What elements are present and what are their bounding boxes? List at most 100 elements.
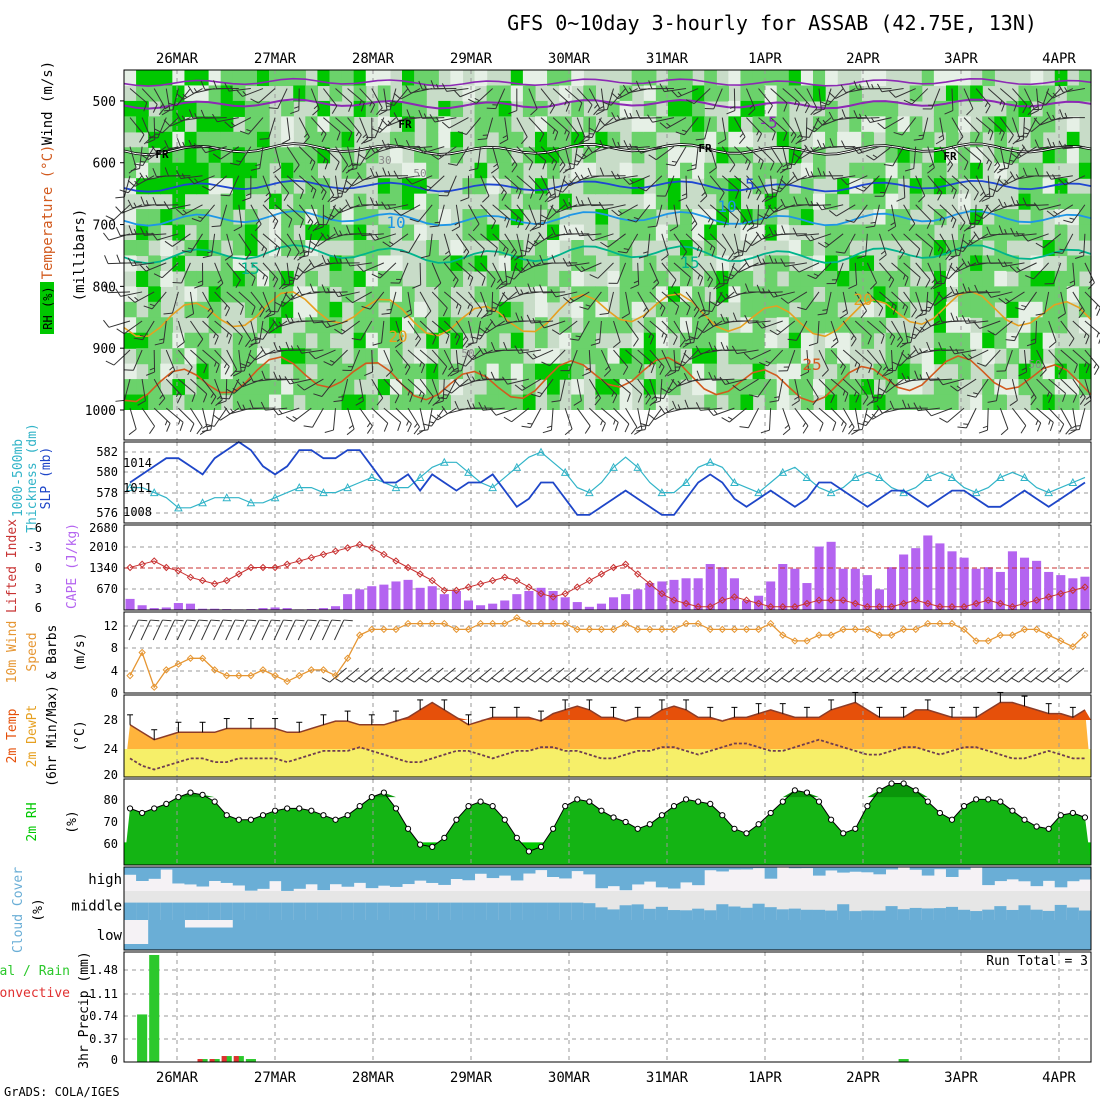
barb-flag	[575, 677, 584, 683]
barb-flag	[454, 400, 460, 410]
barb-flag	[599, 139, 605, 149]
rh-cell	[837, 379, 850, 396]
wind-barb	[588, 378, 601, 406]
rh-cell	[667, 363, 681, 380]
rh-cell	[172, 379, 186, 396]
barb-flag	[175, 112, 182, 121]
barb-flag	[647, 677, 657, 683]
rh-cell	[873, 286, 887, 303]
barb-flag	[961, 258, 967, 267]
rh-cell	[402, 224, 415, 241]
barb-flag	[405, 366, 411, 376]
barb-flag	[514, 384, 523, 391]
barb-flag	[919, 374, 923, 380]
barb-flag	[672, 400, 677, 410]
wind-barb	[744, 233, 771, 247]
barb-flag	[660, 254, 669, 261]
wind-barb	[758, 146, 775, 171]
thickness-marker	[802, 472, 812, 481]
barb-flag	[261, 370, 266, 380]
wind-barb	[637, 349, 655, 374]
barb-flag	[139, 160, 145, 163]
barb-flag	[1037, 100, 1046, 106]
barb-flag	[774, 258, 778, 264]
rh-cell	[1066, 131, 1080, 148]
barb-staff	[226, 320, 243, 337]
thickness-marker	[1044, 488, 1054, 497]
wind-barb	[744, 314, 771, 324]
wind-barb	[526, 349, 554, 360]
barb-flag	[236, 89, 243, 97]
wind-barb	[636, 408, 651, 432]
barb-flag	[888, 279, 895, 288]
barb-flag	[974, 284, 979, 294]
cape-bar	[609, 597, 619, 610]
barb-flag	[822, 171, 826, 177]
barb-flag	[453, 89, 461, 98]
barb-flag	[205, 423, 215, 427]
barb-flag	[319, 619, 329, 622]
bottom-date-axis: 26MAR 27MAR 28MAR 29MAR 30MAR 31MAR 1APR 2APR 3A…	[156, 1070, 1077, 1086]
wind-barb	[830, 378, 849, 402]
barb-flag	[709, 245, 713, 251]
rh-cell	[704, 270, 717, 287]
wind-barb	[961, 349, 989, 361]
barb-flag	[104, 255, 109, 264]
cape-bar	[887, 567, 897, 610]
lifted-index-marker	[380, 550, 388, 559]
barb-flag	[1022, 167, 1028, 177]
barb-flag	[212, 153, 221, 160]
lifted-index-marker	[899, 599, 908, 608]
barb-flag	[914, 370, 919, 380]
wind-barb	[395, 378, 414, 402]
surface-wind-barb	[672, 667, 698, 683]
barb-staff	[558, 175, 566, 197]
wind-barb	[211, 204, 228, 228]
rh-cell	[933, 116, 947, 133]
barb-flag	[633, 280, 639, 284]
barb-staff	[562, 175, 578, 193]
barb-flag	[213, 80, 218, 89]
cape-bar	[717, 567, 727, 610]
barb-flag	[181, 250, 191, 253]
wind-barb	[465, 349, 493, 361]
barb-flag	[369, 677, 379, 683]
surface-wind-barb	[225, 619, 245, 641]
wind-barb	[342, 349, 361, 371]
lifted-index-marker	[537, 589, 545, 598]
thickness-marker	[319, 488, 328, 497]
barb-flag	[549, 196, 559, 198]
wind-barb	[323, 88, 338, 114]
barb-flag	[345, 296, 353, 304]
wind-barb	[202, 233, 216, 259]
barb-flag	[359, 100, 362, 106]
barb-flag	[508, 110, 518, 115]
barb-staff	[721, 204, 739, 220]
wind-barb	[324, 408, 336, 433]
barb-flag	[313, 393, 323, 397]
barb-staff	[704, 117, 711, 140]
surface-wind-barb	[176, 619, 196, 641]
rh-cell	[1018, 224, 1032, 241]
rh-cell	[680, 147, 693, 164]
barb-staff	[999, 117, 1014, 136]
wind-barb	[719, 376, 747, 385]
wind-barb	[140, 227, 167, 236]
wind-barb	[177, 407, 195, 433]
wind-barb	[260, 401, 288, 411]
barb-flag	[841, 140, 846, 149]
rh-cell	[232, 394, 246, 411]
panel-frame	[123, 69, 1092, 441]
surface-wind-barb	[647, 667, 674, 683]
barb-flag	[653, 279, 658, 284]
wind-barb	[321, 284, 348, 294]
barb-flag	[432, 399, 440, 407]
barb-flag	[200, 109, 206, 119]
barb-flag	[1062, 393, 1066, 402]
barb-flag	[145, 230, 149, 236]
barb-staff	[661, 291, 679, 307]
barb-staff	[787, 291, 808, 304]
rh-cell	[849, 85, 862, 102]
barb-flag	[767, 289, 774, 298]
